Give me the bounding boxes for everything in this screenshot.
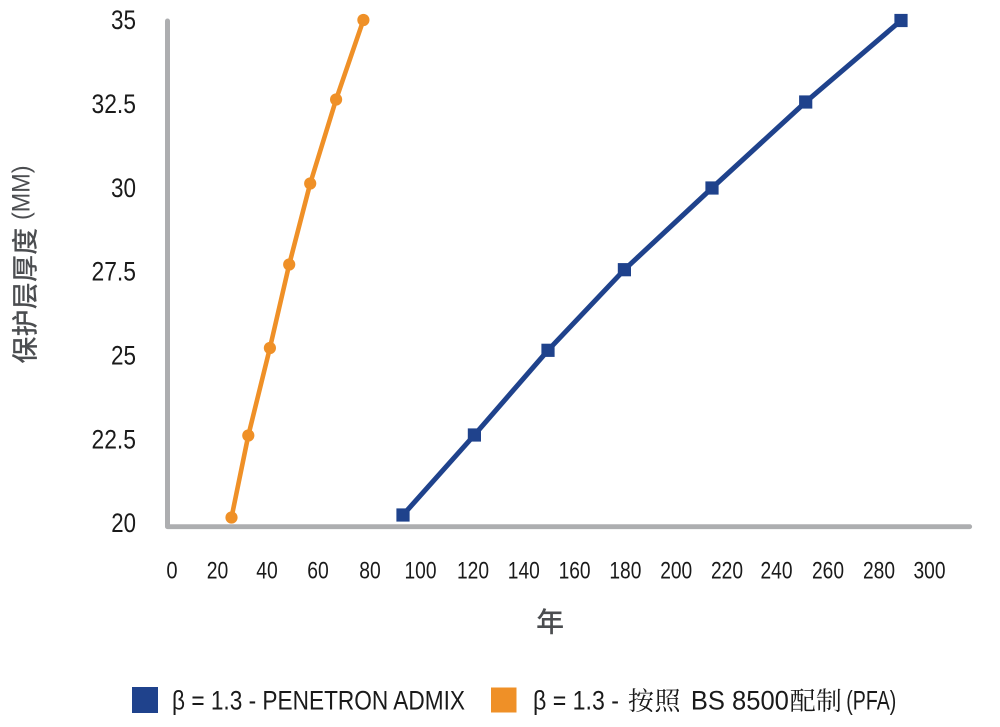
svg-text:120: 120 <box>457 558 489 585</box>
svg-text:27.5: 27.5 <box>92 257 137 287</box>
svg-text:220: 220 <box>711 558 743 585</box>
svg-text:160: 160 <box>559 558 591 585</box>
svg-text:180: 180 <box>609 558 641 585</box>
svg-text:β = 1.3 - PENETRON ADMIX: β = 1.3 - PENETRON ADMIX <box>172 686 465 716</box>
svg-text:200: 200 <box>660 558 692 585</box>
svg-text:32.5: 32.5 <box>92 89 137 119</box>
svg-text:(MM): (MM) <box>9 166 36 221</box>
svg-text:240: 240 <box>761 558 793 585</box>
svg-text:22.5: 22.5 <box>92 424 137 454</box>
svg-text:35: 35 <box>111 5 136 35</box>
svg-text:0: 0 <box>166 558 177 585</box>
svg-text:β = 1.3 -: β = 1.3 - <box>533 686 619 716</box>
svg-text:100: 100 <box>405 558 437 585</box>
svg-text:60: 60 <box>307 558 329 585</box>
svg-text:BS 8500: BS 8500 <box>691 686 789 716</box>
svg-text:260: 260 <box>812 558 844 585</box>
svg-text:40: 40 <box>256 558 278 585</box>
svg-text:280: 280 <box>863 558 895 585</box>
svg-text:30: 30 <box>111 173 136 203</box>
svg-text:(PFA): (PFA) <box>846 686 896 716</box>
svg-text:20: 20 <box>207 558 229 585</box>
svg-text:140: 140 <box>508 558 540 585</box>
svg-text:300: 300 <box>914 558 946 585</box>
svg-text:25: 25 <box>111 341 136 371</box>
svg-text:80: 80 <box>359 558 381 585</box>
svg-text:20: 20 <box>111 508 136 538</box>
